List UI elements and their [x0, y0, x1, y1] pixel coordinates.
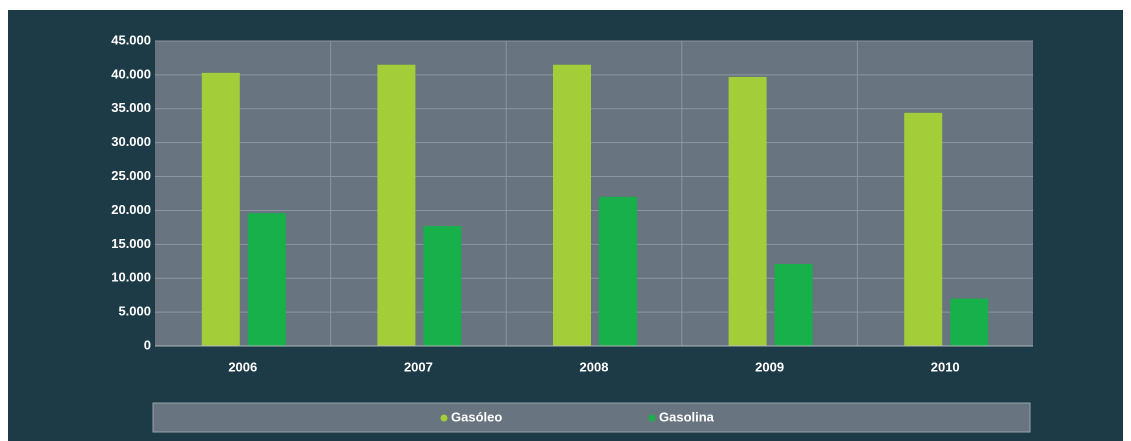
bar — [599, 196, 637, 346]
y-tick-label: 0 — [144, 337, 151, 352]
plot-area — [155, 41, 1033, 346]
x-tick-label: 2009 — [755, 359, 784, 374]
bar — [423, 226, 462, 346]
y-tick-label: 35.000 — [111, 100, 151, 115]
bar — [904, 112, 943, 346]
y-tick-label: 5.000 — [118, 304, 151, 319]
x-tick-label: 2006 — [228, 359, 257, 374]
bar — [728, 76, 767, 346]
legend-label: Gasolina — [659, 409, 715, 424]
legend — [152, 402, 1031, 433]
bar — [377, 64, 416, 346]
bar — [774, 263, 813, 346]
y-tick-label: 40.000 — [111, 66, 151, 81]
bar — [247, 213, 286, 346]
x-tick-label: 2007 — [404, 359, 433, 374]
bar — [553, 64, 591, 346]
bar — [950, 298, 989, 346]
y-tick-label: 20.000 — [111, 202, 151, 217]
y-tick-label: 15.000 — [111, 236, 151, 251]
y-tick-label: 30.000 — [111, 134, 151, 149]
x-tick-label: 2010 — [931, 359, 960, 374]
legend-marker — [440, 414, 448, 422]
y-tick-label: 45.000 — [111, 32, 151, 47]
bar — [201, 72, 240, 346]
y-tick-label: 10.000 — [111, 270, 151, 285]
legend-label: Gasóleo — [451, 409, 502, 424]
x-tick-label: 2008 — [580, 359, 609, 374]
legend-marker — [648, 414, 656, 422]
y-tick-label: 25.000 — [111, 168, 151, 183]
